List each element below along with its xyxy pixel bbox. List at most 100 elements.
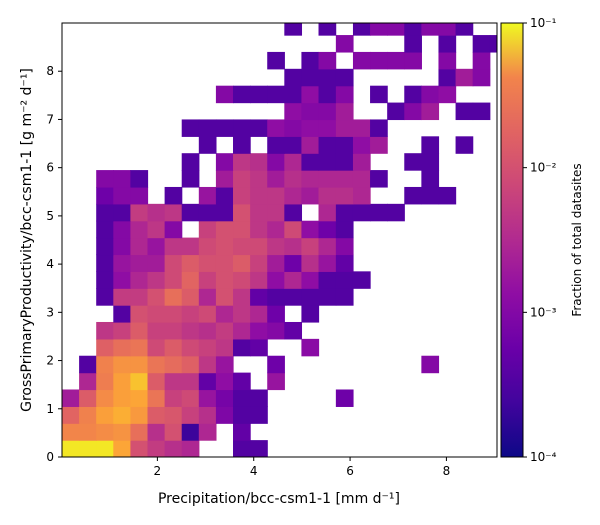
heatmap-cell xyxy=(318,153,337,171)
heatmap-cell xyxy=(96,355,114,374)
heatmap-cell xyxy=(318,136,337,154)
heatmap-cell xyxy=(335,237,354,256)
heatmap-cell xyxy=(472,51,491,70)
heatmap-cell xyxy=(130,254,149,272)
x-tick-label: 6 xyxy=(346,464,354,478)
heatmap-cell xyxy=(301,254,320,272)
heatmap-cell xyxy=(181,355,200,374)
heatmap-cell xyxy=(335,254,354,272)
heatmap-cell xyxy=(352,153,371,171)
colorbar-tick-label: 10⁻⁴ xyxy=(530,450,557,464)
heatmap-cell xyxy=(284,203,303,222)
heatmap-cell xyxy=(250,389,268,407)
heatmap-cell xyxy=(130,305,149,323)
heatmap-cell xyxy=(250,288,268,306)
heatmap-cell xyxy=(267,271,285,289)
heatmap-cell xyxy=(96,321,114,340)
heatmap-cell xyxy=(233,321,251,340)
heatmap-cell xyxy=(335,389,354,407)
heatmap-cell xyxy=(198,237,217,256)
heatmap-cell xyxy=(233,389,251,407)
heatmap-cell xyxy=(164,237,183,256)
heatmap-cell xyxy=(250,186,268,205)
heatmap-cell xyxy=(318,170,337,188)
heatmap-cell xyxy=(438,35,457,53)
heatmap-cell xyxy=(147,338,166,357)
heatmap-cell xyxy=(233,271,251,289)
y-tick-label: 5 xyxy=(46,209,54,223)
y-tick-label: 8 xyxy=(46,64,54,78)
heatmap-cell xyxy=(472,102,491,121)
heatmap-cell xyxy=(233,423,251,441)
heatmap-cell xyxy=(250,203,268,222)
heatmap-cell xyxy=(267,220,285,239)
heatmap-cell xyxy=(352,51,371,70)
heatmap-cell xyxy=(113,389,131,407)
heatmap-cell xyxy=(352,170,371,188)
heatmap-cell xyxy=(96,423,114,441)
heatmap-cell xyxy=(79,355,97,374)
heatmap-cell xyxy=(352,136,371,154)
heatmap-cell xyxy=(421,23,440,36)
heatmap-cell xyxy=(335,68,354,87)
heatmap-cell xyxy=(267,186,285,205)
heatmap-cell xyxy=(370,170,388,188)
heatmap-cell xyxy=(455,23,474,36)
heatmap-cell xyxy=(164,423,183,441)
heatmap-cell xyxy=(335,119,354,137)
heatmap-cell xyxy=(62,440,80,457)
heatmap-cell xyxy=(233,170,251,188)
heatmap-cell xyxy=(335,153,354,171)
heatmap-cell xyxy=(215,338,234,357)
heatmap-cell xyxy=(130,170,149,188)
heatmap-cell xyxy=(267,119,285,137)
heatmap-cell xyxy=(335,288,354,306)
heatmap-cell xyxy=(370,119,388,137)
heatmap-cell xyxy=(147,288,166,306)
heatmap-cell xyxy=(79,423,97,441)
heatmap-cell xyxy=(215,237,234,256)
heatmap-cell xyxy=(130,440,149,457)
heatmap-cell xyxy=(164,372,183,391)
heatmap-cell xyxy=(198,288,217,306)
heatmap-cell xyxy=(267,85,285,104)
heatmap-cell xyxy=(267,355,285,374)
heatmap-cell xyxy=(198,338,217,357)
heatmap-cell xyxy=(198,389,217,407)
heatmap-cell xyxy=(284,136,303,154)
heatmap-cell xyxy=(198,186,217,205)
heatmap-cell xyxy=(284,254,303,272)
heatmap-cell xyxy=(284,153,303,171)
heatmap-cell xyxy=(147,406,166,424)
heatmap-cell xyxy=(130,406,149,424)
heatmap-cell xyxy=(250,406,268,424)
heatmap-cell xyxy=(181,372,200,391)
heatmap-cell xyxy=(318,186,337,205)
heatmap-cell xyxy=(215,305,234,323)
heatmap-cell xyxy=(164,440,183,457)
heatmap-cell xyxy=(438,51,457,70)
heatmap-cell xyxy=(164,338,183,357)
y-tick-label: 2 xyxy=(46,354,54,368)
heatmap-cell xyxy=(130,321,149,340)
heatmap-cell xyxy=(96,288,114,306)
heatmap-cell xyxy=(438,85,457,104)
heatmap-cell xyxy=(352,186,371,205)
heatmap-cell xyxy=(215,119,234,137)
heatmap-cell xyxy=(250,153,268,171)
heatmap-cell xyxy=(113,254,131,272)
heatmap-cell xyxy=(421,186,440,205)
heatmap-cell xyxy=(62,406,80,424)
heatmap-cell xyxy=(164,389,183,407)
heatmap-cell xyxy=(335,102,354,121)
heatmap-cell xyxy=(130,372,149,391)
heatmap-cell xyxy=(164,355,183,374)
heatmap-cell xyxy=(267,237,285,256)
heatmap-cell xyxy=(198,119,217,137)
heatmap-cell xyxy=(198,406,217,424)
heatmap-cell xyxy=(438,23,457,36)
heatmap-cell xyxy=(215,389,234,407)
heatmap-cell xyxy=(301,119,320,137)
heatmap-cell xyxy=(421,355,440,374)
heatmap-cell xyxy=(404,51,422,70)
